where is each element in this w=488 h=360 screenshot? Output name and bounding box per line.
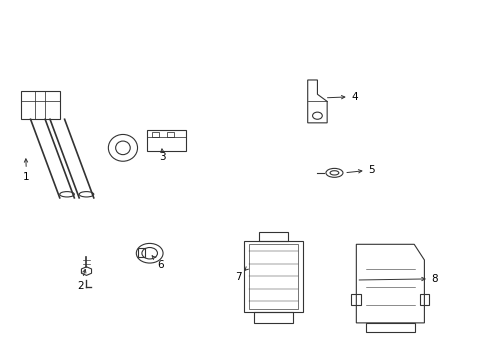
Text: 8: 8 xyxy=(358,274,437,284)
Text: 1: 1 xyxy=(23,159,30,182)
Text: 7: 7 xyxy=(234,267,248,282)
Bar xyxy=(166,132,174,137)
Text: 5: 5 xyxy=(346,165,374,175)
Bar xyxy=(351,294,361,305)
Bar xyxy=(419,294,428,305)
Text: 2: 2 xyxy=(77,269,86,291)
Text: 6: 6 xyxy=(152,256,163,270)
Text: 3: 3 xyxy=(159,149,166,162)
Text: 4: 4 xyxy=(327,92,357,102)
Bar xyxy=(366,323,414,332)
Bar xyxy=(152,132,159,137)
